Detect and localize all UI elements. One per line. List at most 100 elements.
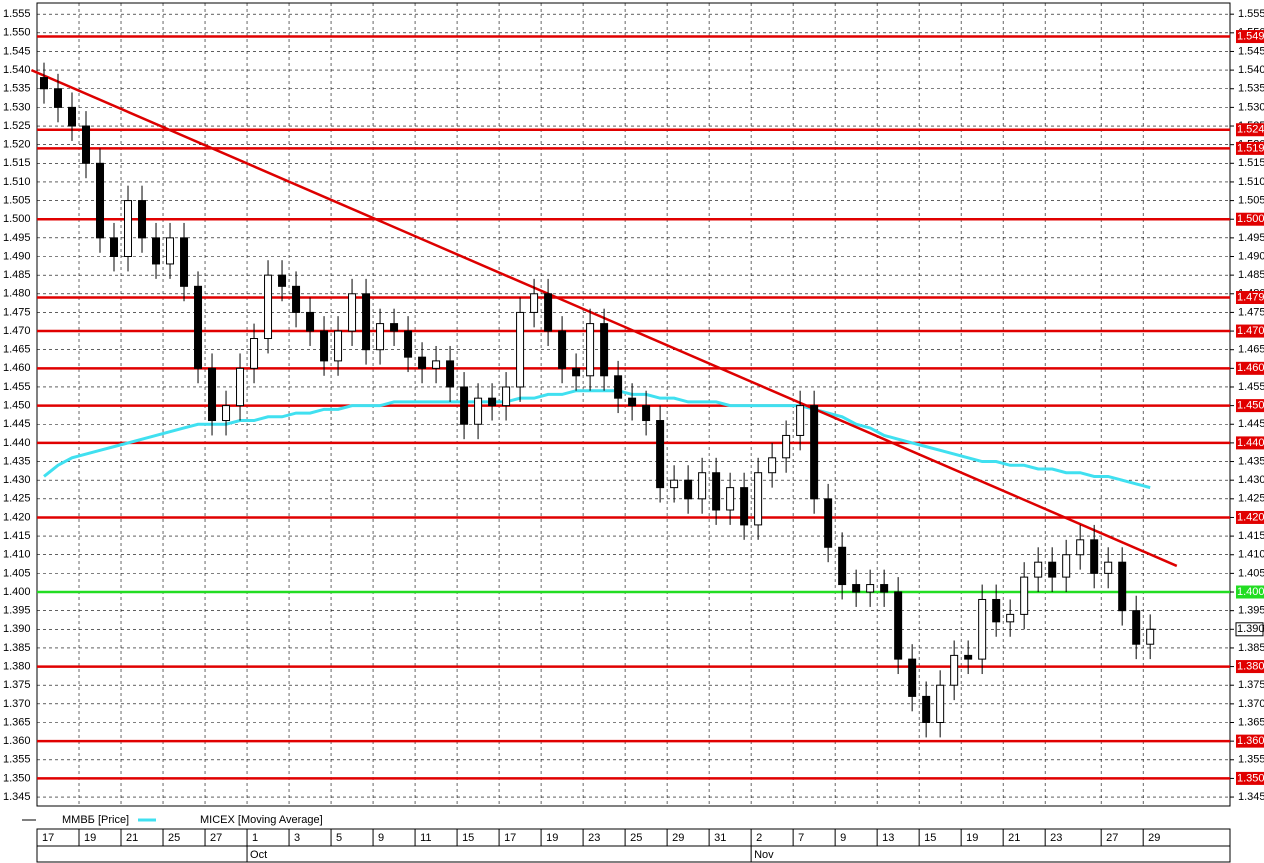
candle-body	[978, 598, 987, 660]
x-tick-label: 23	[588, 832, 600, 844]
candle-body	[236, 367, 245, 407]
y-tick-label: 1.540	[3, 64, 31, 76]
y-tick-label: 1.550	[3, 27, 31, 39]
candle-body	[180, 237, 189, 287]
y-tick-label: 1.510	[3, 176, 31, 188]
y-tick-label-right: 1.465	[1238, 344, 1264, 356]
level-label-box	[1236, 361, 1264, 375]
y-tick-label-right: 1.495	[1238, 232, 1264, 244]
candle-body	[698, 472, 707, 500]
level-label-box	[1236, 510, 1264, 524]
y-tick-label: 1.475	[3, 306, 31, 318]
y-tick-label: 1.440	[3, 437, 31, 449]
candle-body	[460, 386, 469, 425]
y-tick-label-right: 1.375	[1238, 679, 1264, 691]
candle-body	[796, 405, 805, 436]
y-tick-label-right: 1.515	[1238, 157, 1264, 169]
candle-body	[278, 274, 287, 287]
x-tick-label: 25	[630, 832, 642, 844]
x-tick-label: 2	[756, 832, 762, 844]
y-tick-label-right: 1.435	[1238, 455, 1264, 467]
candle-body	[152, 237, 161, 265]
candle-body	[1146, 628, 1155, 645]
y-tick-label-right: 1.405	[1238, 567, 1264, 579]
y-tick-label-right: 1.555	[1238, 8, 1264, 20]
x-tick-label: 31	[714, 832, 726, 844]
level-label-box	[1236, 30, 1264, 44]
candle-body	[558, 330, 567, 369]
x-tick-label: 13	[882, 832, 894, 844]
legend-label: MICEX [Moving Average]	[200, 814, 323, 826]
y-tick-label: 1.345	[3, 791, 31, 803]
candle-body	[1020, 576, 1029, 615]
y-tick-label: 1.445	[3, 418, 31, 430]
y-tick-label-right: 1.415	[1238, 530, 1264, 542]
x-tick-label: 1	[252, 832, 258, 844]
y-tick-label: 1.455	[3, 381, 31, 393]
level-label-box	[1236, 212, 1264, 226]
y-tick-label: 1.370	[3, 698, 31, 710]
y-tick-label: 1.355	[3, 754, 31, 766]
candle-body	[334, 330, 343, 362]
level-label: 1.524	[1237, 124, 1264, 136]
y-tick-label: 1.515	[3, 157, 31, 169]
y-tick-label: 1.525	[3, 120, 31, 132]
candle-body	[642, 405, 651, 422]
y-tick-label: 1.555	[3, 8, 31, 20]
candle-body	[726, 487, 735, 511]
candle-body	[1034, 561, 1043, 578]
y-tick-label: 1.430	[3, 474, 31, 486]
y-tick-label-right: 1.545	[1238, 45, 1264, 57]
y-tick-label-right: 1.345	[1238, 791, 1264, 803]
candle-body	[754, 472, 763, 526]
x-tick-label: 29	[672, 832, 684, 844]
y-tick-label: 1.410	[3, 549, 31, 561]
y-tick-label-right: 1.425	[1238, 493, 1264, 505]
x-tick-label: 3	[294, 832, 300, 844]
candle-body	[922, 695, 931, 723]
candle-body	[894, 591, 903, 660]
candle-body	[68, 106, 77, 127]
level-label-box	[1236, 436, 1264, 450]
x-tick-label: 27	[1106, 832, 1118, 844]
candle-body	[1062, 554, 1071, 578]
candle-body	[1006, 613, 1015, 623]
level-label-box	[1236, 585, 1264, 599]
x-tick-label: 21	[1008, 832, 1020, 844]
level-label: 1.400	[1237, 586, 1264, 598]
candle-body	[1104, 561, 1113, 574]
candle-body	[684, 479, 693, 500]
candle-body	[432, 360, 441, 369]
candle-body	[138, 200, 147, 239]
month-label: Nov	[754, 849, 774, 861]
y-tick-label: 1.395	[3, 605, 31, 617]
candle-body	[544, 293, 553, 332]
candle-body	[810, 405, 819, 500]
level-label-box	[1236, 141, 1264, 155]
y-tick-label-right: 1.485	[1238, 269, 1264, 281]
y-tick-label: 1.485	[3, 269, 31, 281]
y-tick-label-right: 1.530	[1238, 101, 1264, 113]
y-tick-label: 1.505	[3, 194, 31, 206]
candle-body	[712, 472, 721, 511]
candle-body	[1076, 539, 1085, 556]
last-price-label: 1.390	[1237, 623, 1264, 635]
y-tick-label: 1.490	[3, 250, 31, 262]
candle-body	[516, 311, 525, 388]
candle-body	[474, 397, 483, 425]
y-tick-label: 1.385	[3, 642, 31, 654]
candle-body	[880, 584, 889, 593]
candle-body	[782, 434, 791, 459]
candle-body	[124, 200, 133, 258]
candle-body	[40, 77, 49, 90]
y-tick-label: 1.405	[3, 567, 31, 579]
candle-body	[362, 293, 371, 351]
y-tick-label: 1.400	[3, 586, 31, 598]
level-label-box	[1236, 771, 1264, 785]
candle-body	[768, 457, 777, 474]
level-label-box	[1236, 660, 1264, 674]
y-tick-label: 1.545	[3, 45, 31, 57]
candle-body	[852, 584, 861, 593]
y-tick-label: 1.520	[3, 139, 31, 151]
candle-body	[166, 237, 175, 265]
